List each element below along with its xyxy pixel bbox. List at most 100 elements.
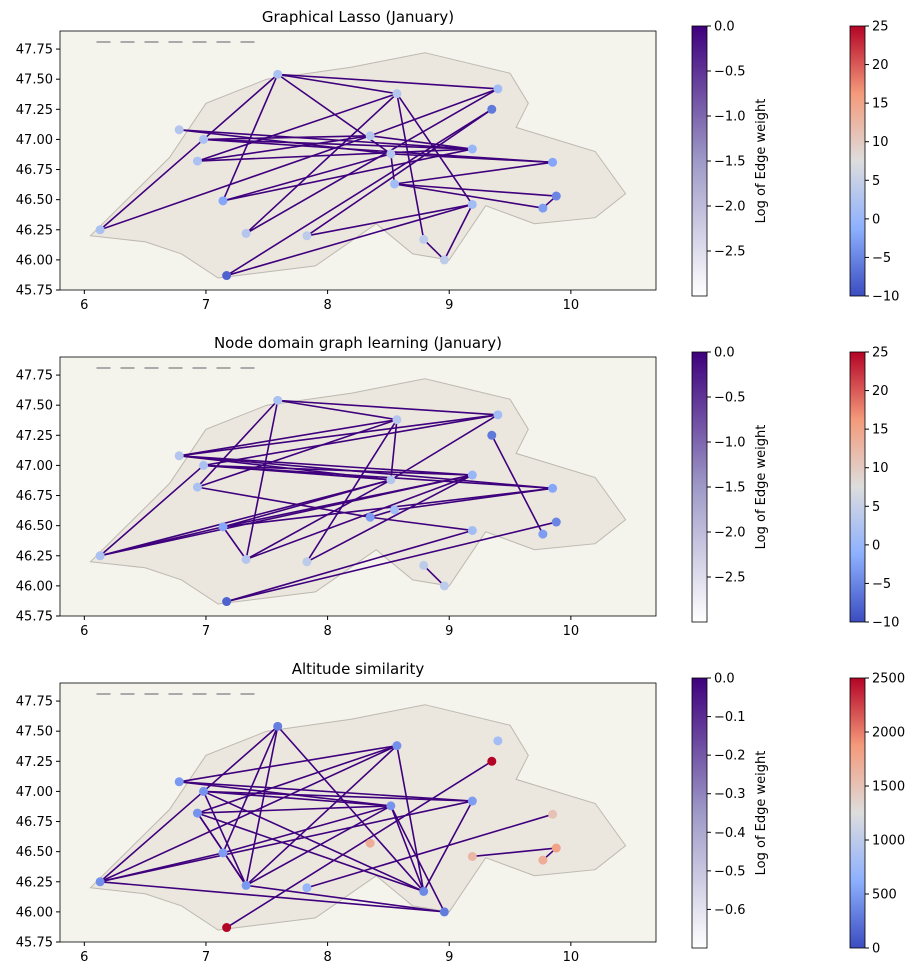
station-node [538,529,548,539]
station-node [467,199,477,209]
station-node [392,415,402,425]
y-tick-label: 45.75 [16,610,53,625]
graph-edge [245,479,392,561]
station-node [419,560,429,570]
graph-edge [179,780,473,802]
station-node [386,149,396,159]
graph-edge [197,805,391,814]
graph-edge [203,135,371,141]
y-tick-label: 46.50 [16,193,53,208]
graph-edge [245,745,398,886]
graph-edge [306,203,473,237]
y-tick-label: 47.75 [16,43,53,58]
graph-edge [99,135,371,231]
node-colorbar-tick-label: 0 [872,212,880,227]
graph-edge [472,847,557,858]
station-node [487,104,497,114]
station-node [419,234,429,244]
y-tick-label: 47.50 [16,399,53,414]
node-colorbar-tick-label: 500 [872,888,897,903]
station-node [386,475,396,485]
station-node [174,777,184,787]
x-tick-label: 10 [563,950,580,965]
edge-colorbar-label: Log of Edge weight [754,99,769,224]
edge-colorbar [691,677,708,949]
station-node [365,512,375,522]
graph-edge [423,238,445,261]
y-tick-label: 46.50 [16,845,53,860]
graph-edge [99,464,205,557]
graph-edge [306,474,473,563]
graph-edge [394,183,544,209]
node-colorbar-tick-label: 20 [872,58,889,73]
graph-edge [197,92,398,162]
graph-edge [197,744,398,814]
node-colorbar-tick-label: 25 [872,20,889,35]
node-colorbar-tick-label: 5 [872,500,880,515]
edge-colorbar-tick-label: −1.0 [714,110,746,125]
station-node [199,134,209,144]
node-colorbar-tick-label: 15 [872,423,889,438]
nodes-layer [95,69,561,281]
chart-panel-1: Graphical Lasso (January) 6 7 8 9 10 45.75 46.0… [16,8,900,313]
node-colorbar-tick-label: 2000 [872,726,905,741]
graph-edge [222,74,279,202]
station-node [241,228,251,238]
y-tick-label: 46.75 [16,489,53,504]
graph-edge [245,474,473,561]
graph-edge [179,418,398,457]
node-colorbar-tick-label: −10 [872,290,899,305]
y-tick-label: 46.25 [16,875,53,890]
graph-edge [277,399,398,421]
edge-colorbar-tick-label: −2.5 [714,245,746,260]
station-node [302,231,312,241]
station-node [365,131,375,141]
station-node [538,203,548,213]
node-colorbar-tick-label: 1500 [872,780,905,795]
station-node [95,225,105,235]
graph-edge [277,73,392,155]
station-node [439,581,449,591]
node-colorbar-tick-label: 20 [872,384,889,399]
edge-colorbar-tick-label: −0.5 [714,391,746,406]
graph-edge [202,73,279,141]
station-node [95,877,105,887]
x-tick-label: 6 [80,298,88,313]
station-node [192,482,202,492]
graph-edge [423,564,445,587]
edge-colorbar-tick-label: −1.0 [714,436,746,451]
edge-colorbar [691,351,708,623]
edge-colorbar-tick-label: −0.5 [714,65,746,80]
node-colorbar-tick-label: 15 [872,97,889,112]
station-node [302,883,312,893]
x-tick-label: 10 [563,298,580,313]
graph-edge [197,135,371,162]
node-colorbar-tick-label: 0 [872,538,880,553]
node-colorbar [849,25,866,297]
graph-edge [394,183,557,197]
axes-frame [59,30,657,291]
graph-edge [370,135,473,150]
edge-colorbar-tick-label: −0.6 [714,903,746,918]
edge-colorbar-tick-label: −2.5 [714,571,746,586]
nodes-layer [95,721,561,933]
station-node [493,84,503,94]
y-tick-label: 46.75 [16,163,53,178]
station-node [302,557,312,567]
graph-edge [226,521,557,603]
graph-edge [99,744,398,883]
graph-edge [390,419,398,480]
station-node [538,855,548,865]
graph-edge [222,726,279,854]
station-node [551,517,561,527]
station-node [439,907,449,917]
station-node [467,470,477,480]
graph-edge [179,744,398,783]
y-tick-label: 45.75 [16,284,53,299]
graph-edge [277,73,398,95]
x-tick-label: 8 [323,624,331,639]
graph-edge [277,725,425,892]
node-colorbar-tick-label: 5 [872,174,880,189]
axes-frame [59,356,657,617]
